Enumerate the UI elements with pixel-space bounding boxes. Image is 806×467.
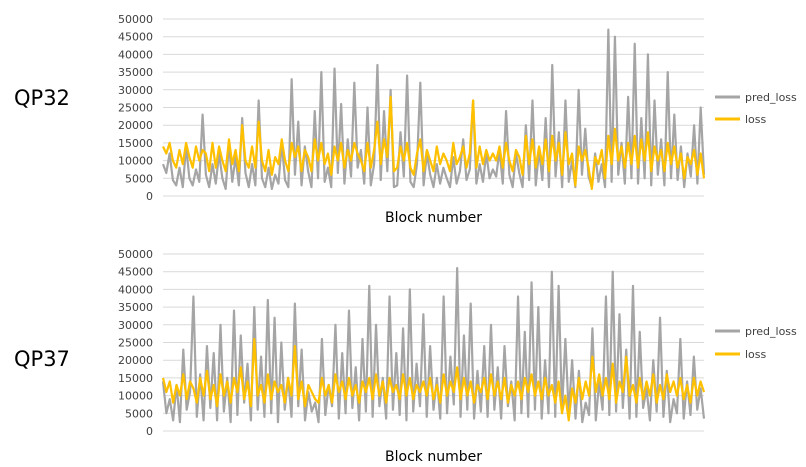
y-tick-label: 30000 [118,319,153,332]
y-tick-label: 15000 [118,137,153,150]
chart-panel-qp32: 0 5000 10000 15000 20000 25000 30000 35000 40000… [14,13,797,226]
chart-panel-qp37: 0 5000 10000 15000 20000 25000 30000 35000 40000… [14,248,797,465]
series-line-loss [162,95,706,191]
y-tick-label: 25000 [118,102,153,115]
y-tick-label: 30000 [118,84,153,97]
legend-label: loss [745,113,767,126]
panel-label: QP37 [14,347,70,371]
y-tick-label: 10000 [118,390,153,403]
y-tick-label: 0 [146,190,153,203]
y-tick-label: 40000 [118,283,153,296]
y-tick-label: 5000 [125,407,153,420]
y-tick-label: 5000 [125,172,153,185]
y-tick-label: 45000 [118,266,153,279]
y-tick-label: 45000 [118,31,153,44]
series-line-loss [161,337,706,422]
y-tick-label: 20000 [118,119,153,132]
panel-label: QP32 [14,86,70,110]
legend-label: pred_loss [745,91,797,104]
x-axis-title: Block number [385,449,482,465]
x-axis-title: Block number [385,210,482,226]
y-tick-label: 15000 [118,372,153,385]
y-tick-label: 20000 [118,354,153,367]
legend-label: pred_loss [745,325,797,338]
legend-label: loss [745,348,767,361]
y-tick-label: 50000 [118,248,153,261]
series-line-pred-loss [161,28,706,191]
y-tick-label: 50000 [118,13,153,26]
y-tick-label: 35000 [118,301,153,314]
y-tick-label: 40000 [118,48,153,61]
y-tick-label: 35000 [118,66,153,79]
y-tick-label: 10000 [118,155,153,168]
y-tick-label: 25000 [118,337,153,350]
y-tick-label: 0 [146,425,153,438]
